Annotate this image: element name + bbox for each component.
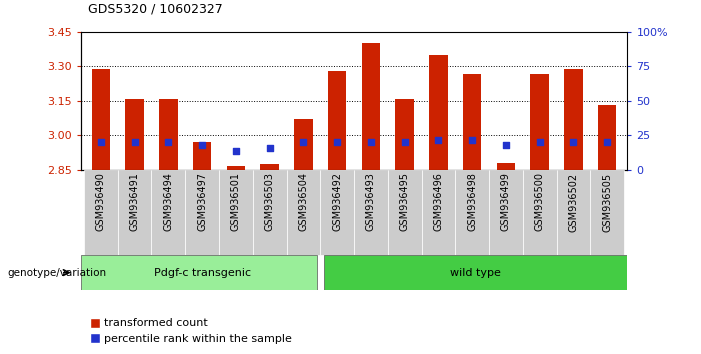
Point (501, 142, 512, 148)
Bar (193, 142, 212, 170)
FancyBboxPatch shape (557, 170, 590, 255)
Point (332, 139, 343, 145)
Text: GDS5320 / 10602327: GDS5320 / 10602327 (88, 3, 222, 16)
Point (196, 142, 207, 148)
Text: GSM936494: GSM936494 (163, 172, 173, 232)
Bar (598, 105, 616, 170)
Text: GSM936491: GSM936491 (130, 172, 139, 232)
Text: GSM936492: GSM936492 (332, 172, 342, 232)
FancyBboxPatch shape (455, 170, 489, 255)
Text: GSM936503: GSM936503 (264, 172, 275, 232)
Bar (463, 74, 482, 170)
FancyBboxPatch shape (81, 255, 317, 290)
FancyBboxPatch shape (354, 170, 388, 255)
Text: GSM936490: GSM936490 (96, 172, 106, 232)
Bar (92, 69, 110, 170)
Bar (294, 119, 313, 170)
FancyBboxPatch shape (421, 170, 455, 255)
Bar (125, 98, 144, 170)
Point (129, 139, 140, 145)
FancyBboxPatch shape (253, 170, 287, 255)
Text: GSM936498: GSM936498 (467, 172, 477, 232)
Point (365, 139, 376, 145)
FancyBboxPatch shape (185, 170, 219, 255)
Bar (159, 98, 177, 170)
FancyBboxPatch shape (287, 170, 320, 255)
Text: GSM936499: GSM936499 (501, 172, 511, 232)
Point (95, 139, 107, 145)
Point (534, 139, 545, 145)
Bar (362, 44, 380, 170)
Text: GSM936496: GSM936496 (433, 172, 444, 232)
FancyBboxPatch shape (324, 255, 627, 290)
Text: wild type: wild type (450, 268, 501, 278)
Bar (496, 163, 515, 170)
FancyBboxPatch shape (489, 170, 523, 255)
FancyBboxPatch shape (523, 170, 557, 255)
Text: GSM936500: GSM936500 (535, 172, 545, 232)
Text: GSM936505: GSM936505 (602, 172, 612, 232)
Text: GSM936495: GSM936495 (400, 172, 409, 232)
Bar (429, 55, 448, 170)
Legend: transformed count, percentile rank within the sample: transformed count, percentile rank withi… (86, 314, 297, 348)
FancyBboxPatch shape (151, 170, 185, 255)
Text: Pdgf-c transgenic: Pdgf-c transgenic (154, 268, 251, 278)
Bar (260, 164, 279, 170)
Text: GSM936501: GSM936501 (231, 172, 241, 232)
Point (264, 145, 275, 151)
Text: GSM936504: GSM936504 (299, 172, 308, 232)
Point (298, 139, 309, 145)
FancyBboxPatch shape (320, 170, 354, 255)
Point (399, 139, 410, 145)
FancyBboxPatch shape (84, 170, 118, 255)
Bar (226, 166, 245, 170)
Bar (564, 69, 583, 170)
Point (568, 139, 579, 145)
Point (230, 148, 241, 153)
Point (433, 137, 444, 142)
Point (467, 137, 478, 142)
FancyBboxPatch shape (118, 170, 151, 255)
Bar (395, 98, 414, 170)
FancyBboxPatch shape (590, 170, 624, 255)
Point (601, 139, 613, 145)
Text: genotype/variation: genotype/variation (7, 268, 106, 278)
Text: GSM936493: GSM936493 (366, 172, 376, 232)
FancyBboxPatch shape (219, 170, 253, 255)
Point (163, 139, 174, 145)
FancyBboxPatch shape (388, 170, 421, 255)
Bar (328, 71, 346, 170)
Bar (531, 74, 549, 170)
Text: GSM936497: GSM936497 (197, 172, 207, 232)
Text: GSM936502: GSM936502 (569, 172, 578, 232)
